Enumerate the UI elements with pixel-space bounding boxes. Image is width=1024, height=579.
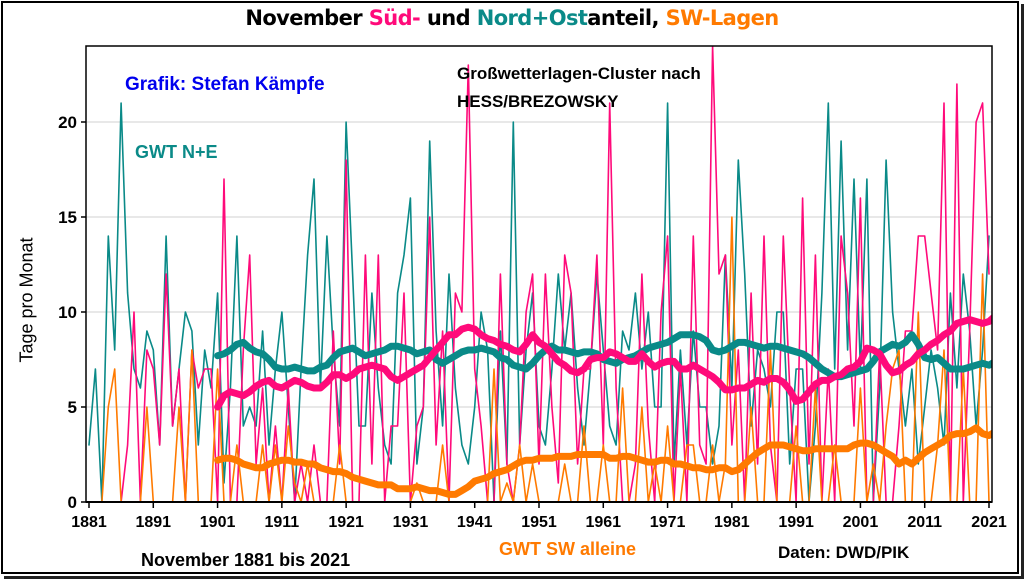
x-tick-label: 1951 (521, 514, 557, 531)
x-tick-label: 1971 (650, 514, 686, 531)
x-tick-label: 1921 (328, 514, 364, 531)
x-axis-title: November 1881 bis 2021 (141, 550, 351, 570)
y-tick-label: 20 (58, 113, 77, 132)
title-part-5: anteil, (587, 6, 666, 30)
x-tick-label: 2001 (843, 514, 879, 531)
y-axis-title: Tage pro Monat (16, 237, 37, 363)
y-tick-label: 15 (58, 208, 77, 227)
author-label: Grafik: Stefan Kämpfe (125, 74, 325, 95)
axes (81, 45, 993, 508)
smooth-line-nord_ost (214, 331, 992, 381)
x-tick-label: 1931 (393, 514, 429, 531)
y-tick-label: 0 (68, 493, 77, 512)
title-part-3: und (420, 6, 477, 30)
x-tick-label: 1991 (778, 514, 814, 531)
title-part-1: November (245, 6, 369, 30)
gridlines (86, 121, 992, 408)
title-sw: SW-Lagen (665, 6, 780, 30)
smooth-line-sw (214, 424, 992, 498)
cluster-label-line1: Großwetterlagen-Cluster nach (457, 64, 701, 83)
title-nord-ost: Nord+Ost (476, 6, 588, 30)
tick-labels: 0 5 10 15 20 1881 1891 1901 1911 1921 1931 1941 1951… (58, 113, 1007, 531)
source-label: Daten: DWD/PIK (778, 543, 910, 562)
x-tick-label: 1961 (585, 514, 621, 531)
x-tick-label: 2021 (971, 514, 1007, 531)
x-tick-label: 2011 (907, 514, 942, 531)
x-tick-label: 1891 (135, 514, 171, 531)
y-tick-label: 5 (68, 398, 77, 417)
raw-line-nord_ost (88, 102, 990, 503)
title-sued: Süd- (368, 6, 421, 30)
x-tick-label: 1881 (71, 514, 107, 531)
cluster-label-line2: HESS/BREZOWSKY (457, 92, 619, 111)
series-label-nord-ost: GWT N+E (135, 142, 218, 162)
x-tick-label: 1981 (714, 514, 750, 531)
smooth-series (214, 314, 992, 498)
raw-line-sued (88, 46, 990, 503)
chart-title: November Süd- und Nord+Ostanteil, SW-Lag… (0, 6, 1024, 30)
y-tick-label: 10 (58, 303, 77, 322)
series-label-sw: GWT SW alleine (499, 539, 637, 559)
raw-series (88, 46, 990, 503)
x-tick-label: 1911 (264, 514, 299, 531)
x-tick-label: 1901 (200, 514, 236, 531)
smooth-line-sued (214, 314, 992, 411)
x-tick-label: 1941 (457, 514, 493, 531)
frame-shadow (4, 4, 1024, 579)
